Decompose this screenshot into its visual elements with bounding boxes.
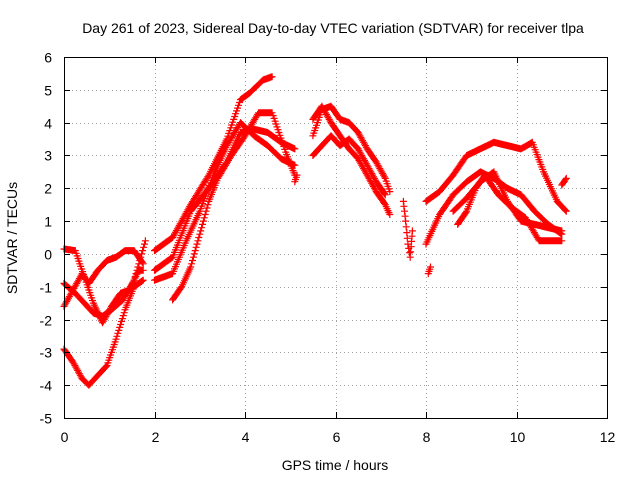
x-tick-label: 12	[600, 429, 616, 445]
y-tick-label: 0	[44, 247, 52, 263]
series-markers	[151, 73, 276, 255]
series-trace-14	[422, 168, 566, 248]
x-tick-label: 10	[510, 429, 526, 445]
x-tick-labels: 0 2 4 6 8 10 12	[61, 429, 616, 445]
series-trace-19	[558, 174, 570, 189]
series-trace-12	[399, 197, 416, 261]
x-axis-label: GPS time / hours	[282, 457, 389, 473]
series-markers	[309, 102, 394, 218]
series-trace-5	[151, 73, 276, 255]
y-tick-label: 4	[44, 116, 52, 132]
y-tick-label: -2	[40, 313, 53, 329]
series-trace-13	[422, 138, 570, 215]
series-trace-16	[454, 171, 566, 245]
x-tick-label: 4	[242, 429, 250, 445]
series-markers	[422, 168, 566, 248]
series-trace-17	[424, 263, 434, 278]
y-tick-label: -5	[40, 411, 53, 427]
series-trace-11	[309, 102, 394, 218]
x-tick-label: 2	[152, 429, 160, 445]
series-markers	[169, 109, 299, 304]
x-tick-label: 0	[61, 429, 69, 445]
series-markers	[424, 263, 434, 278]
x-tick-label: 6	[333, 429, 341, 445]
series-layer	[60, 73, 570, 389]
series-trace-18	[291, 171, 301, 186]
y-tick-label: -3	[40, 345, 53, 361]
x-tick-label: 8	[423, 429, 431, 445]
series-markers	[454, 171, 566, 245]
series-markers	[558, 174, 570, 189]
ticks-layer	[64, 57, 608, 419]
series-markers	[291, 171, 301, 186]
y-tick-label: -4	[40, 378, 53, 394]
chart-title: Day 261 of 2023, Sidereal Day-to-day VTE…	[82, 20, 584, 36]
series-markers	[399, 197, 416, 261]
y-tick-label: 6	[44, 50, 52, 66]
series-trace-8	[169, 109, 299, 304]
y-tick-label: -1	[40, 280, 53, 296]
y-tick-label: 1	[44, 214, 52, 230]
y-tick-labels: -5 -4 -3 -2 -1 0 1 2 3 4 5 6	[40, 50, 53, 427]
y-tick-label: 3	[44, 148, 52, 164]
y-tick-label: 2	[44, 181, 52, 197]
series-markers	[422, 138, 570, 215]
y-axis-label: SDTVAR / TECUs	[4, 182, 20, 294]
y-tick-label: 5	[44, 83, 52, 99]
